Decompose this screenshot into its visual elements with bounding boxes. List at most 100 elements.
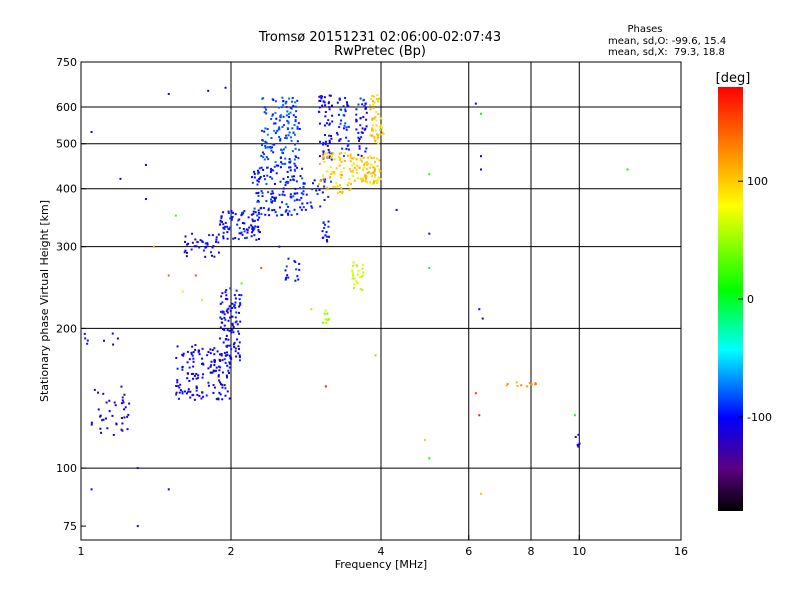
data-point xyxy=(295,180,298,183)
data-point xyxy=(340,171,343,174)
data-point xyxy=(373,117,376,120)
data-point xyxy=(322,174,325,177)
data-point xyxy=(290,196,293,199)
data-point xyxy=(207,89,210,92)
data-point xyxy=(233,294,236,297)
data-point xyxy=(195,386,198,389)
data-point xyxy=(209,348,212,351)
data-point xyxy=(233,304,236,307)
data-point xyxy=(317,110,320,113)
data-point xyxy=(329,166,332,169)
data-point xyxy=(297,278,300,281)
data-point xyxy=(83,332,86,335)
data-point xyxy=(370,129,373,132)
data-point xyxy=(223,358,226,361)
data-point xyxy=(362,156,365,159)
x-tick-label: 6 xyxy=(465,545,472,558)
data-point xyxy=(345,136,348,139)
data-point xyxy=(301,177,304,180)
data-point xyxy=(328,139,331,142)
data-point xyxy=(372,171,375,174)
data-point xyxy=(294,164,297,167)
data-point xyxy=(294,116,297,119)
data-point xyxy=(167,92,170,95)
data-point xyxy=(201,376,204,379)
data-point xyxy=(326,312,329,315)
x-axis-ticks: 1 2 4 6 8 10 16 xyxy=(78,535,688,558)
data-point xyxy=(287,113,290,116)
colorbar-ticks: 100 0 -100 xyxy=(738,175,772,424)
data-point xyxy=(226,351,229,354)
data-point xyxy=(324,104,327,107)
data-point xyxy=(326,152,329,155)
data-point xyxy=(340,152,343,155)
data-point xyxy=(368,171,371,174)
data-point xyxy=(256,179,259,182)
data-point xyxy=(278,128,281,131)
data-point xyxy=(251,228,254,231)
data-point xyxy=(374,180,377,183)
data-point xyxy=(201,391,204,394)
data-point xyxy=(480,155,483,158)
data-point xyxy=(327,220,330,223)
data-point xyxy=(313,179,316,182)
data-point xyxy=(272,169,275,172)
data-point xyxy=(341,192,344,195)
data-point xyxy=(300,196,303,199)
data-point xyxy=(251,181,254,184)
data-point xyxy=(325,235,328,238)
data-point xyxy=(194,238,197,241)
data-point xyxy=(228,361,231,364)
data-point xyxy=(191,345,194,348)
data-point xyxy=(324,318,327,321)
data-point xyxy=(185,251,188,254)
data-point xyxy=(123,393,126,396)
data-point xyxy=(123,408,126,411)
data-point xyxy=(348,177,351,180)
data-point xyxy=(333,172,336,175)
data-point xyxy=(211,349,214,352)
data-point xyxy=(270,201,273,204)
data-point xyxy=(192,357,195,360)
data-point xyxy=(301,202,304,205)
data-point xyxy=(347,125,350,128)
data-point xyxy=(324,115,327,118)
data-point xyxy=(345,126,348,129)
data-point xyxy=(331,155,334,158)
data-point xyxy=(352,175,355,178)
data-point xyxy=(359,124,362,127)
data-point xyxy=(222,341,225,344)
data-point xyxy=(274,132,277,135)
data-point xyxy=(212,245,215,248)
data-point xyxy=(234,316,237,319)
data-point xyxy=(319,99,322,102)
data-point xyxy=(293,199,296,202)
data-point xyxy=(480,492,483,495)
y-tick-label: 100 xyxy=(56,462,77,475)
data-point xyxy=(265,112,268,115)
data-point xyxy=(251,225,254,228)
data-point xyxy=(356,281,359,284)
data-point xyxy=(368,180,371,183)
data-point xyxy=(349,183,352,186)
data-point xyxy=(428,457,431,460)
data-point xyxy=(199,239,202,242)
data-point xyxy=(271,146,274,149)
data-point xyxy=(97,391,100,394)
data-point xyxy=(293,124,296,127)
data-point xyxy=(353,179,356,182)
data-point xyxy=(256,218,259,221)
data-point xyxy=(362,271,365,274)
data-point xyxy=(288,161,291,164)
data-point xyxy=(144,198,147,201)
data-point xyxy=(369,182,372,185)
data-point xyxy=(291,150,294,153)
data-point xyxy=(288,210,291,213)
data-point xyxy=(355,264,358,267)
data-point xyxy=(252,212,255,215)
data-point xyxy=(328,156,331,159)
data-point xyxy=(377,113,380,116)
data-point xyxy=(179,389,182,392)
data-point xyxy=(282,124,285,127)
data-point xyxy=(201,357,204,360)
